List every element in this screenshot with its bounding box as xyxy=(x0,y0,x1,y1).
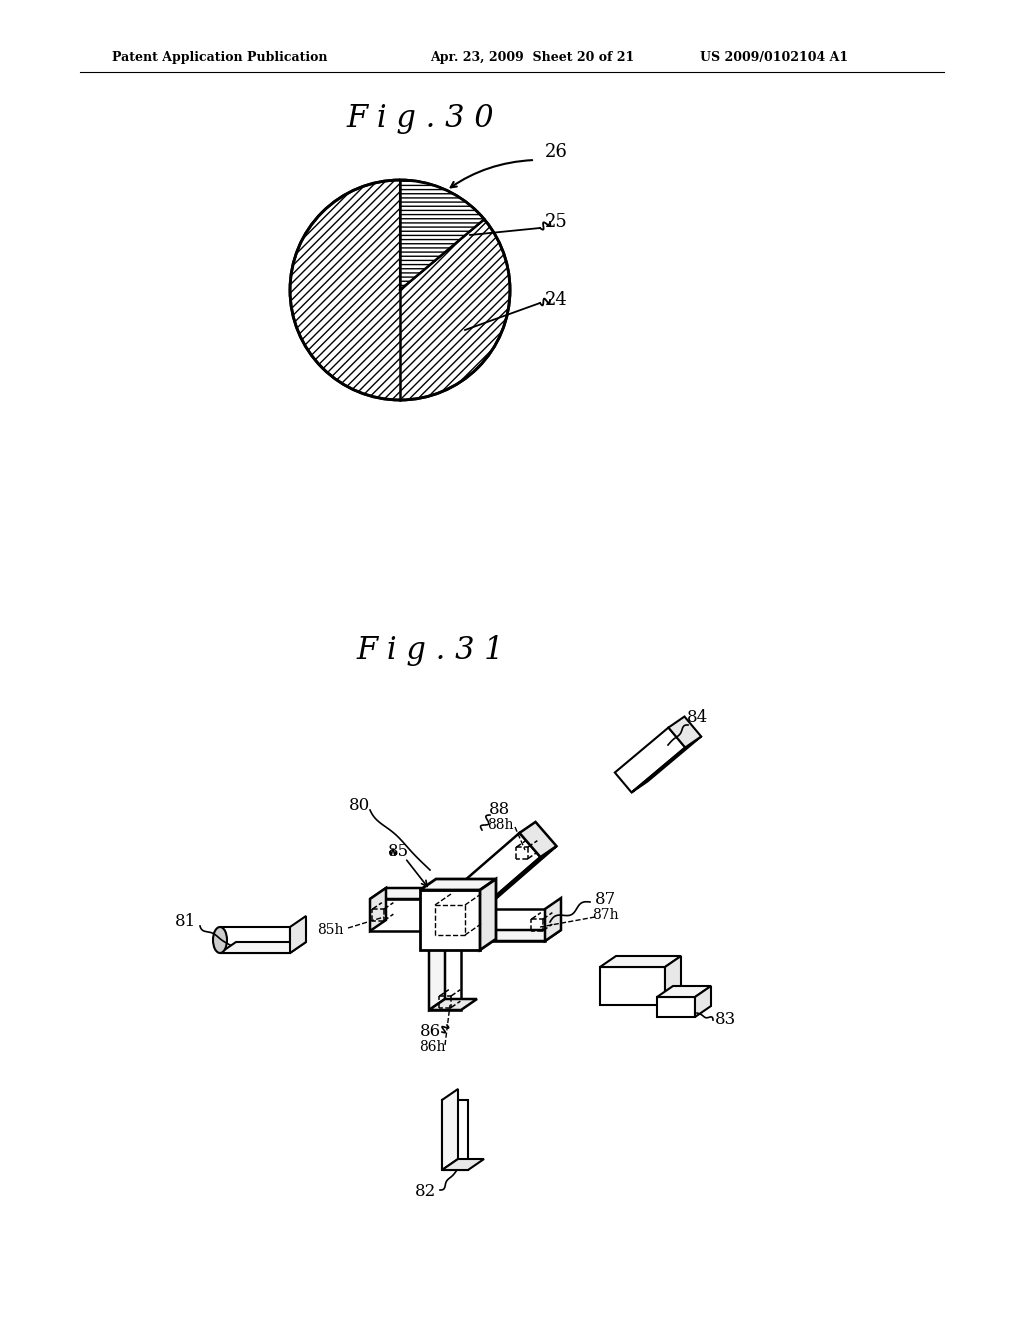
Polygon shape xyxy=(444,833,541,923)
Polygon shape xyxy=(420,879,496,890)
Text: 86: 86 xyxy=(420,1023,440,1040)
Polygon shape xyxy=(420,890,480,950)
Polygon shape xyxy=(480,879,496,950)
Text: 80: 80 xyxy=(349,796,371,813)
Polygon shape xyxy=(429,919,445,1010)
Polygon shape xyxy=(657,997,695,1016)
Text: 81: 81 xyxy=(174,913,196,931)
Text: F i g . 3 0: F i g . 3 0 xyxy=(346,103,494,133)
Polygon shape xyxy=(442,1100,468,1170)
Text: 83: 83 xyxy=(715,1011,735,1028)
Polygon shape xyxy=(442,1159,484,1170)
Text: 88: 88 xyxy=(489,801,511,818)
Polygon shape xyxy=(442,1089,458,1170)
Polygon shape xyxy=(545,898,561,941)
Polygon shape xyxy=(657,986,711,997)
Polygon shape xyxy=(695,986,711,1016)
Polygon shape xyxy=(429,999,477,1010)
Polygon shape xyxy=(519,822,556,857)
Polygon shape xyxy=(466,846,556,923)
Polygon shape xyxy=(370,888,456,899)
Ellipse shape xyxy=(213,927,227,953)
Text: 82: 82 xyxy=(415,1184,435,1200)
Circle shape xyxy=(290,180,510,400)
Polygon shape xyxy=(600,956,681,968)
Text: Apr. 23, 2009  Sheet 20 of 21: Apr. 23, 2009 Sheet 20 of 21 xyxy=(430,51,634,65)
Polygon shape xyxy=(400,180,484,290)
Polygon shape xyxy=(370,899,440,931)
Text: 26: 26 xyxy=(545,143,568,161)
Text: 85: 85 xyxy=(387,843,409,861)
Polygon shape xyxy=(460,931,561,941)
Polygon shape xyxy=(600,968,665,1005)
Text: 88h: 88h xyxy=(486,818,513,832)
Text: F i g . 3 1: F i g . 3 1 xyxy=(356,635,504,665)
Polygon shape xyxy=(669,717,701,747)
Polygon shape xyxy=(290,916,306,953)
Text: 87: 87 xyxy=(594,891,615,908)
Polygon shape xyxy=(370,888,386,931)
Polygon shape xyxy=(632,737,701,792)
Text: 86h: 86h xyxy=(419,1040,445,1053)
Text: 85h: 85h xyxy=(316,923,343,937)
Text: 87h: 87h xyxy=(592,908,618,921)
Polygon shape xyxy=(460,909,545,941)
Text: 25: 25 xyxy=(545,213,567,231)
Text: Patent Application Publication: Patent Application Publication xyxy=(112,51,328,65)
Text: 84: 84 xyxy=(687,710,709,726)
Text: 24: 24 xyxy=(545,290,567,309)
Polygon shape xyxy=(614,727,685,792)
Polygon shape xyxy=(220,942,306,953)
Polygon shape xyxy=(400,180,484,290)
Polygon shape xyxy=(429,931,461,1010)
Text: US 2009/0102104 A1: US 2009/0102104 A1 xyxy=(700,51,848,65)
Polygon shape xyxy=(220,927,290,953)
Polygon shape xyxy=(665,956,681,1005)
